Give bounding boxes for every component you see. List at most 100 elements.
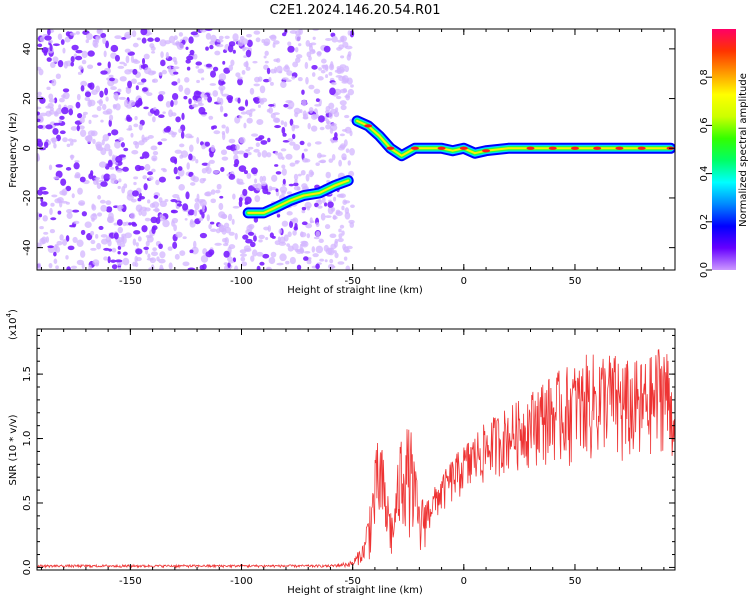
noise-speckle bbox=[255, 37, 261, 43]
noise-speckle bbox=[144, 217, 151, 222]
noise-speckle bbox=[226, 267, 231, 270]
noise-speckle bbox=[340, 55, 345, 59]
noise-speckle bbox=[297, 173, 302, 177]
noise-speckle bbox=[259, 175, 264, 183]
noise-speckle bbox=[333, 88, 342, 96]
noise-speckle bbox=[80, 80, 88, 87]
noise-speckle bbox=[300, 240, 308, 245]
noise-speckle bbox=[343, 200, 351, 204]
noise-speckle bbox=[302, 157, 309, 163]
noise-speckle bbox=[232, 33, 239, 41]
noise-speckle bbox=[287, 231, 292, 238]
noise-speckle bbox=[210, 198, 217, 204]
noise-speckle bbox=[301, 206, 307, 211]
noise-speckle bbox=[246, 39, 253, 48]
noise-speckle bbox=[90, 247, 97, 251]
noise-speckle bbox=[104, 143, 111, 152]
noise-speckle bbox=[330, 81, 337, 86]
noise-speckle bbox=[289, 256, 296, 265]
noise-speckle bbox=[97, 146, 104, 151]
noise-speckle bbox=[205, 251, 213, 258]
noise-speckle bbox=[117, 185, 121, 190]
noise-speckle bbox=[75, 31, 80, 35]
noise-speckle bbox=[188, 98, 192, 105]
noise-speckle bbox=[68, 108, 74, 116]
noise-speckle bbox=[269, 187, 278, 191]
noise-speckle bbox=[164, 199, 169, 202]
noise-speckle bbox=[178, 184, 185, 191]
noise-speckle bbox=[317, 205, 323, 209]
snr-series-line bbox=[37, 348, 675, 569]
noise-speckle bbox=[143, 183, 148, 191]
noise-speckle bbox=[135, 242, 139, 247]
noise-speckle bbox=[46, 57, 52, 62]
noise-speckle bbox=[341, 205, 345, 211]
noise-speckle bbox=[162, 219, 170, 228]
noise-speckle bbox=[196, 137, 200, 144]
noise-speckle bbox=[108, 74, 114, 78]
noise-speckle bbox=[287, 106, 293, 110]
noise-speckle bbox=[193, 240, 197, 249]
noise-speckle bbox=[82, 113, 86, 119]
noise-speckle bbox=[91, 114, 99, 118]
noise-speckle bbox=[119, 61, 126, 65]
noise-speckle bbox=[58, 104, 62, 110]
noise-speckle bbox=[319, 258, 325, 262]
noise-speckle bbox=[117, 245, 122, 250]
noise-speckle bbox=[262, 253, 270, 259]
noise-speckle bbox=[305, 223, 313, 229]
noise-speckle bbox=[328, 102, 335, 110]
noise-speckle bbox=[333, 196, 337, 202]
noise-speckle bbox=[132, 68, 138, 75]
noise-speckle bbox=[295, 34, 302, 42]
noise-speckle bbox=[108, 114, 114, 121]
noise-speckle bbox=[173, 224, 177, 232]
noise-speckle bbox=[288, 183, 295, 187]
noise-speckle bbox=[135, 204, 143, 212]
noise-speckle bbox=[131, 190, 139, 197]
noise-speckle bbox=[231, 218, 235, 225]
noise-speckle bbox=[256, 118, 264, 126]
noise-speckle bbox=[188, 153, 193, 161]
noise-speckle bbox=[343, 256, 348, 261]
noise-speckle bbox=[224, 237, 229, 245]
noise-speckle bbox=[305, 173, 310, 182]
noise-speckle bbox=[147, 199, 151, 204]
noise-speckle bbox=[346, 53, 351, 61]
noise-speckle bbox=[67, 138, 74, 142]
noise-speckle bbox=[182, 203, 189, 211]
noise-speckle bbox=[300, 169, 306, 176]
noise-speckle bbox=[133, 230, 141, 235]
noise-speckle bbox=[257, 104, 261, 108]
noise-speckle bbox=[274, 240, 281, 246]
noise-speckle bbox=[228, 260, 235, 264]
noise-speckle bbox=[324, 202, 328, 207]
noise-speckle bbox=[333, 240, 338, 248]
noise-speckle bbox=[124, 48, 131, 53]
noise-speckle bbox=[208, 159, 215, 164]
noise-speckle bbox=[293, 182, 299, 187]
noise-speckle bbox=[165, 100, 172, 108]
noise-speckle bbox=[241, 38, 249, 45]
noise-speckle bbox=[61, 106, 69, 115]
noise-speckle bbox=[311, 72, 316, 77]
ridge-peak bbox=[526, 146, 535, 150]
noise-speckle bbox=[84, 135, 93, 142]
noise-speckle bbox=[307, 258, 312, 262]
noise-speckle bbox=[268, 257, 276, 265]
noise-speckle bbox=[212, 90, 219, 97]
noise-speckle bbox=[148, 267, 154, 270]
noise-speckle bbox=[180, 131, 185, 139]
noise-speckle bbox=[345, 265, 351, 270]
noise-speckle bbox=[109, 77, 115, 82]
noise-speckle bbox=[143, 106, 149, 110]
noise-speckle bbox=[59, 115, 65, 120]
noise-speckle bbox=[294, 47, 299, 53]
noise-speckle bbox=[37, 91, 42, 96]
noise-speckle bbox=[97, 212, 103, 217]
noise-speckle bbox=[182, 261, 190, 267]
noise-speckle bbox=[95, 234, 99, 239]
noise-speckle bbox=[67, 104, 74, 110]
noise-speckle bbox=[258, 239, 263, 243]
